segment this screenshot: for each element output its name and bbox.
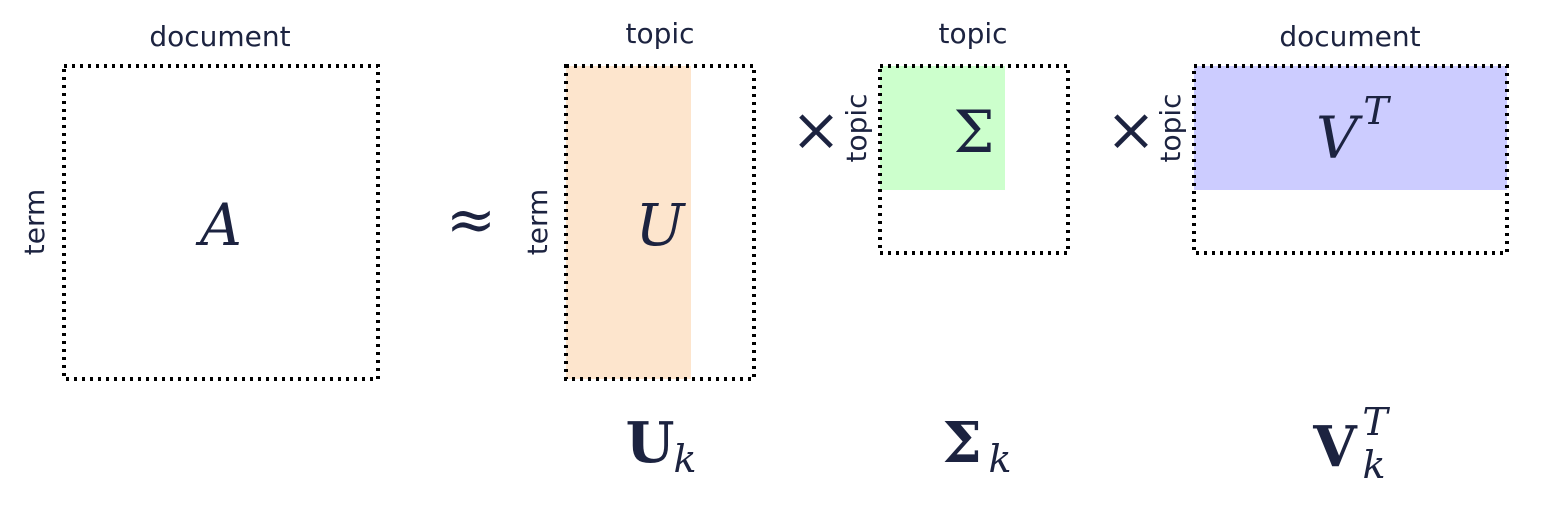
caption-uk-subscript: k: [673, 437, 696, 481]
matrix-u-column-label: topic: [625, 17, 694, 50]
matrix-vt-superscript: T: [1363, 89, 1391, 133]
matrix-a-frame: [62, 64, 380, 381]
matrix-u-frame: [564, 64, 756, 381]
matrix-sigma-column-label: topic: [938, 17, 1007, 50]
matrix-u-truncated-fill: [566, 66, 691, 379]
matrix-sigma: topic topic Σ: [840, 17, 1070, 255]
matrix-sigma-symbol: Σ: [953, 98, 994, 166]
matrix-vt-frame: [1192, 64, 1509, 255]
matrix-vt-truncated-fill: [1194, 66, 1507, 190]
times-operator-2: ×: [1106, 95, 1156, 165]
matrix-a-symbol: A: [195, 191, 242, 259]
matrix-vt: document topic V T: [1154, 20, 1509, 255]
caption-uk: U k: [626, 410, 697, 481]
matrix-vt-column-label: document: [1279, 20, 1420, 53]
caption-sigmak-subscript: k: [988, 437, 1011, 481]
caption-uk-main: U: [626, 410, 675, 476]
caption-vkt-subscript: k: [1362, 443, 1385, 487]
caption-vkt-superscript: T: [1362, 400, 1390, 444]
caption-sigmak-main: Σ: [942, 410, 982, 476]
times-operator-1: ×: [791, 95, 841, 165]
matrix-u-symbol: U: [636, 191, 687, 259]
matrix-u-row-label: term: [521, 189, 554, 256]
matrix-a-row-label: term: [18, 189, 51, 256]
matrix-vt-symbol: V: [1316, 104, 1363, 172]
matrix-u: topic term U: [521, 17, 756, 381]
matrix-sigma-frame: [878, 64, 1070, 255]
matrix-a-column-label: document: [149, 20, 290, 53]
caption-vkt: V T k: [1312, 400, 1390, 487]
matrix-sigma-truncated-fill: [880, 66, 1005, 190]
approx-operator: ≈: [446, 185, 496, 255]
matrix-vt-row-label: topic: [1154, 93, 1187, 162]
matrix-sigma-row-label: topic: [840, 93, 873, 162]
caption-sigmak: Σ k: [942, 410, 1011, 481]
matrix-a: document term A: [18, 20, 380, 381]
caption-vkt-main: V: [1312, 414, 1358, 480]
